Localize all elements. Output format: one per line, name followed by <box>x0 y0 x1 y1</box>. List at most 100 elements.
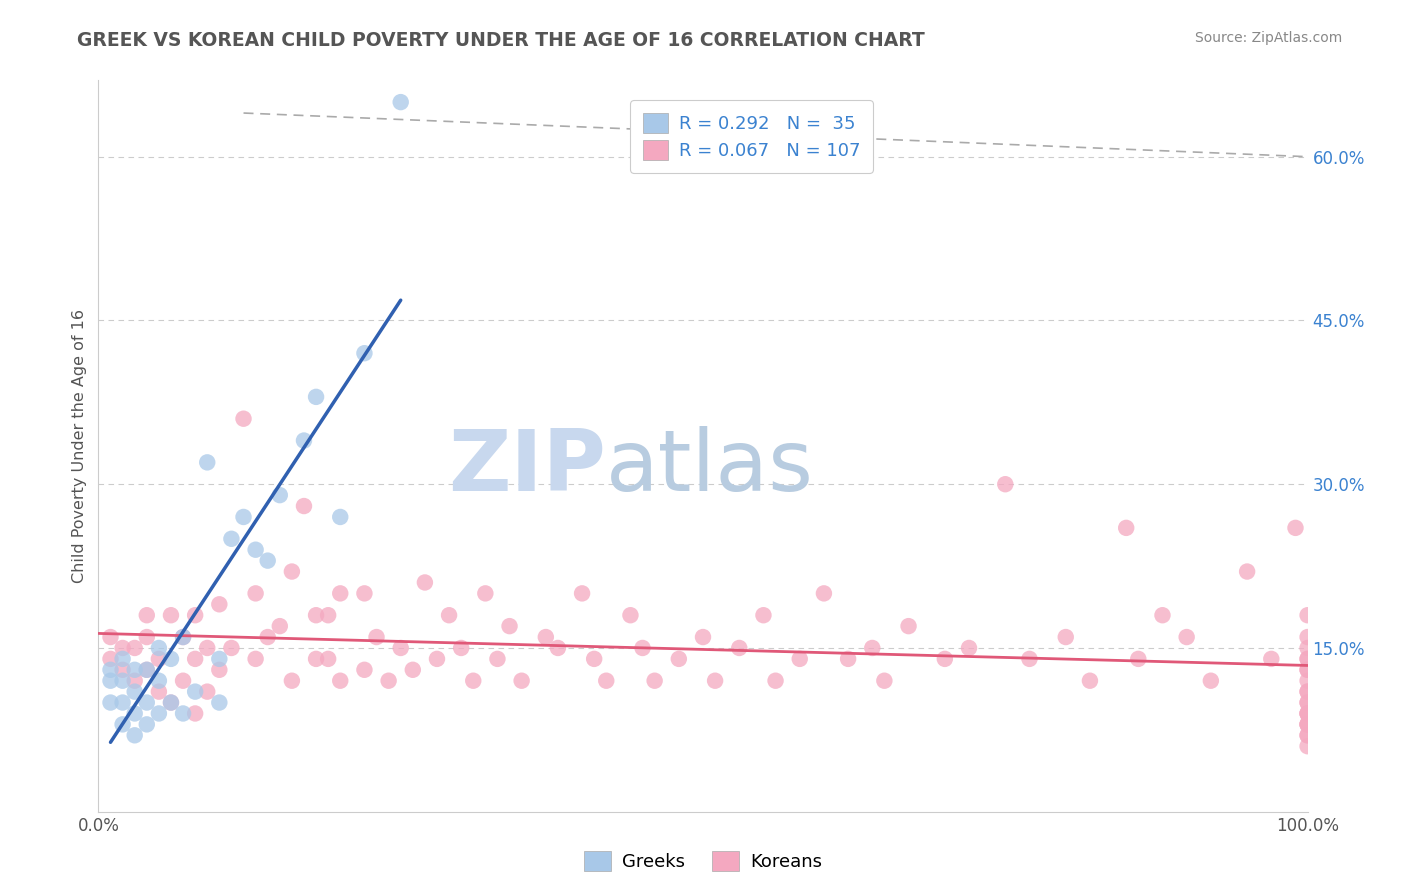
Point <box>184 684 207 698</box>
Point <box>245 542 267 557</box>
Point <box>305 652 328 666</box>
Point <box>547 640 569 655</box>
Point <box>353 346 375 360</box>
Point <box>316 652 339 666</box>
Point <box>1175 630 1198 644</box>
Point <box>1296 652 1319 666</box>
Point <box>813 586 835 600</box>
Point <box>728 640 751 655</box>
Point <box>571 586 593 600</box>
Text: GREEK VS KOREAN CHILD POVERTY UNDER THE AGE OF 16 CORRELATION CHART: GREEK VS KOREAN CHILD POVERTY UNDER THE … <box>77 31 925 50</box>
Point <box>957 640 980 655</box>
Point <box>124 728 146 742</box>
Point <box>1236 565 1258 579</box>
Point <box>1296 728 1319 742</box>
Point <box>486 652 509 666</box>
Point <box>704 673 727 688</box>
Point <box>837 652 859 666</box>
Point <box>195 455 218 469</box>
Point <box>1296 739 1319 754</box>
Point <box>437 608 460 623</box>
Point <box>135 630 157 644</box>
Point <box>148 673 170 688</box>
Point <box>353 663 375 677</box>
Point <box>1296 717 1319 731</box>
Point <box>245 652 267 666</box>
Point <box>474 586 496 600</box>
Point <box>160 696 183 710</box>
Point <box>1128 652 1150 666</box>
Y-axis label: Child Poverty Under the Age of 16: Child Poverty Under the Age of 16 <box>72 309 87 583</box>
Point <box>619 608 641 623</box>
Point <box>510 673 533 688</box>
Point <box>583 652 606 666</box>
Point <box>208 696 231 710</box>
Point <box>148 684 170 698</box>
Point <box>124 663 146 677</box>
Point <box>692 630 714 644</box>
Point <box>1296 728 1319 742</box>
Point <box>124 706 146 721</box>
Point <box>668 652 690 666</box>
Point <box>195 684 218 698</box>
Text: Source: ZipAtlas.com: Source: ZipAtlas.com <box>1195 31 1343 45</box>
Point <box>172 706 194 721</box>
Point <box>1018 652 1040 666</box>
Point <box>1296 706 1319 721</box>
Point <box>281 565 304 579</box>
Point <box>329 510 352 524</box>
Point <box>765 673 787 688</box>
Point <box>1199 673 1222 688</box>
Point <box>1296 640 1319 655</box>
Point <box>353 586 375 600</box>
Point <box>124 673 146 688</box>
Point <box>789 652 811 666</box>
Point <box>281 673 304 688</box>
Point <box>534 630 557 644</box>
Point <box>160 696 183 710</box>
Point <box>595 673 617 688</box>
Point <box>135 663 157 677</box>
Point <box>160 652 183 666</box>
Point <box>232 411 254 425</box>
Point <box>100 673 122 688</box>
Point <box>994 477 1017 491</box>
Point <box>111 696 134 710</box>
Point <box>305 608 328 623</box>
Point <box>860 640 883 655</box>
Point <box>208 597 231 611</box>
Point <box>934 652 956 666</box>
Point <box>160 608 183 623</box>
Point <box>100 652 122 666</box>
Point <box>256 630 278 644</box>
Point <box>1296 696 1319 710</box>
Point <box>111 663 134 677</box>
Point <box>100 663 122 677</box>
Point <box>135 696 157 710</box>
Point <box>1296 684 1319 698</box>
Point <box>111 652 134 666</box>
Point <box>426 652 449 666</box>
Point <box>377 673 399 688</box>
Point <box>111 717 134 731</box>
Point <box>644 673 666 688</box>
Point <box>292 499 315 513</box>
Point <box>366 630 388 644</box>
Point <box>1296 717 1319 731</box>
Point <box>1296 663 1319 677</box>
Point <box>172 630 194 644</box>
Point <box>172 630 194 644</box>
Point <box>402 663 425 677</box>
Point <box>873 673 896 688</box>
Point <box>329 586 352 600</box>
Point <box>316 608 339 623</box>
Point <box>135 663 157 677</box>
Point <box>256 554 278 568</box>
Point <box>111 673 134 688</box>
Point <box>1296 608 1319 623</box>
Point <box>148 706 170 721</box>
Point <box>135 608 157 623</box>
Point <box>1284 521 1306 535</box>
Point <box>269 619 291 633</box>
Text: atlas: atlas <box>606 426 814 509</box>
